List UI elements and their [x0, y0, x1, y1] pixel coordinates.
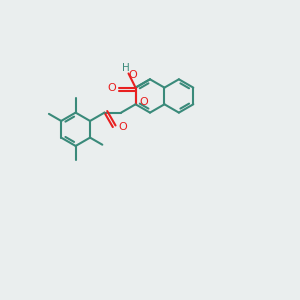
Text: O: O [140, 97, 148, 107]
Text: O: O [128, 70, 137, 80]
Text: O: O [108, 82, 116, 93]
Text: O: O [118, 122, 127, 132]
Text: H: H [122, 63, 130, 73]
